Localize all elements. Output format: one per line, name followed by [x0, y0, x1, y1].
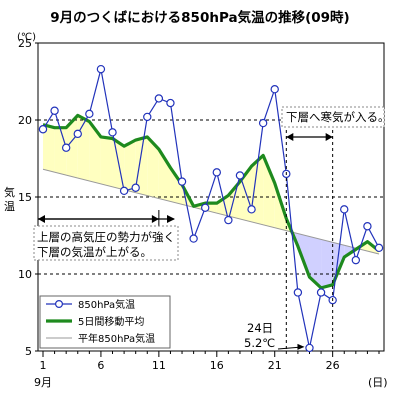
- series-observed-point: [85, 109, 94, 119]
- series-observed-point: [293, 288, 303, 297]
- anomaly-fill-segment: [147, 136, 159, 199]
- annotation-warm-line-2: 下層の気温が上がる。: [37, 245, 152, 259]
- legend-normal-label: 平年850hPa気温: [78, 332, 155, 345]
- annotation-warm-line-1: 上層の高気圧の勢力が強く: [37, 230, 175, 244]
- anomaly-fill-segment: [158, 149, 171, 202]
- anomaly-fill-layer: [43, 115, 379, 288]
- x-tick-label: 6: [97, 359, 104, 372]
- x-tick-label: 16: [210, 359, 224, 372]
- y-tick-label: 25: [18, 37, 32, 50]
- series-observed-point: [189, 234, 198, 243]
- y-axis-label-char: 温: [4, 200, 15, 213]
- series-observed-point: [119, 186, 129, 196]
- series-observed-point: [131, 183, 140, 192]
- series-observed-point: [212, 168, 221, 177]
- annotation-cold: 下層へ寒気が入る。: [281, 106, 390, 128]
- y-tick-label: 20: [18, 114, 32, 127]
- chart-title: 9月のつくばにおける850hPa気温の推移(09時): [50, 9, 349, 26]
- series-observed-point: [201, 203, 210, 212]
- series-observed-point: [108, 128, 117, 137]
- series-layer: [38, 64, 384, 353]
- annotation-warm-box: [33, 225, 179, 261]
- annotation-min-day: 24日: [247, 321, 273, 335]
- legend-observed-marker: [54, 300, 63, 309]
- annotation-cold-arrowhead-right: [325, 133, 333, 141]
- month-label: 9月: [34, 376, 52, 389]
- anomaly-fill-segment: [100, 136, 113, 187]
- series-observed-point: [143, 112, 152, 122]
- anomaly-fill-segment: [263, 155, 275, 228]
- legend-average-label: 5日間移動平均: [78, 315, 144, 328]
- series-observed-point: [351, 255, 361, 265]
- legend-observed-label: 850hPa気温: [78, 298, 135, 311]
- series-observed-point: [374, 243, 384, 253]
- anomaly-fill-segment: [124, 140, 136, 193]
- series-observed-point: [154, 94, 164, 103]
- series-observed-point: [316, 288, 326, 297]
- series-observed-point: [258, 118, 268, 128]
- series-observed-point: [340, 205, 349, 214]
- y-tick-label: 15: [18, 191, 32, 204]
- annotation-warm: 上層の高気圧の勢力が強く 下層の気温が上がる。: [33, 215, 179, 261]
- annotation-min-arrowhead: [297, 343, 305, 350]
- x-tick-label: 1: [40, 359, 47, 372]
- anomaly-fill-segment: [321, 239, 333, 288]
- series-observed-point: [61, 143, 71, 152]
- y-tick-label: 10: [18, 268, 32, 281]
- x-tick-label: 21: [268, 359, 282, 372]
- series-observed-point: [270, 84, 279, 94]
- anomaly-fill-segment: [43, 124, 55, 173]
- series-observed-point: [305, 343, 314, 353]
- anomaly-fill-segment: [77, 115, 90, 181]
- x-unit-label: (日): [368, 376, 388, 389]
- y-axis-label: 気 温: [4, 185, 15, 213]
- series-observed-point: [73, 129, 82, 139]
- series-observed-point: [166, 98, 175, 108]
- series-moving-average-line: [42, 113, 380, 290]
- series-observed-point: [363, 222, 372, 231]
- anomaly-fill-segment: [89, 121, 101, 184]
- annotation-cold-text: 下層へ寒気が入る。: [286, 110, 390, 124]
- anomaly-fill-segment: [216, 195, 229, 217]
- annotation-cold-box: [281, 106, 385, 128]
- series-observed-point: [96, 64, 106, 74]
- annotation-cold-arrowhead-left: [286, 133, 294, 141]
- y-tick-label: 5: [25, 345, 32, 358]
- anomaly-fill-segment: [309, 236, 322, 288]
- x-tick-label: 11: [152, 359, 166, 372]
- series-observed-point: [50, 106, 59, 115]
- series-observed-point: [247, 205, 256, 214]
- annotation-min: 24日 5.2℃: [244, 321, 275, 350]
- series-observed-point: [38, 125, 48, 134]
- anomaly-fill-segment: [170, 167, 183, 205]
- anomaly-fill-segment: [135, 136, 148, 196]
- series-normal-line: [42, 168, 380, 255]
- series-observed-point: [235, 171, 245, 180]
- y-unit-label: (℃): [17, 32, 36, 43]
- y-axis-label-char: 気: [4, 185, 15, 199]
- series-observed-point: [224, 215, 233, 225]
- annotation-min-value: 5.2℃: [244, 336, 275, 350]
- x-tick-label: 26: [326, 359, 340, 372]
- series-observed-point: [177, 177, 187, 186]
